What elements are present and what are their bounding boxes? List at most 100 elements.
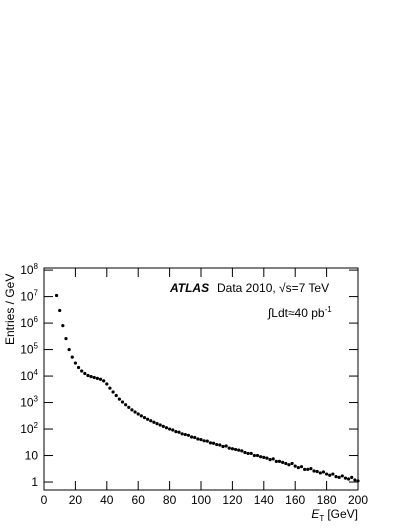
y-tick-label: 106	[20, 315, 38, 330]
data-point	[334, 475, 338, 479]
data-point	[146, 417, 150, 421]
data-point	[331, 472, 335, 476]
data-point	[215, 442, 219, 447]
data-point	[309, 467, 313, 471]
data-point	[177, 430, 181, 434]
data-point	[98, 377, 103, 381]
y-tick-label: 103	[20, 395, 38, 410]
data-point	[350, 475, 354, 479]
data-point	[168, 427, 172, 431]
data-point	[83, 371, 87, 376]
data-point	[284, 461, 288, 466]
data-point	[127, 405, 131, 409]
data-point	[149, 419, 153, 423]
data-point	[120, 400, 125, 404]
data-point	[274, 459, 278, 464]
data-point	[299, 465, 304, 469]
y-tick-label: 107	[20, 289, 38, 304]
data-point	[186, 433, 191, 437]
data-point	[89, 375, 93, 379]
experiment-label: ATLAS	[169, 281, 209, 295]
data-point	[67, 347, 71, 352]
data-point	[290, 461, 294, 466]
x-tick-label: 160	[285, 493, 305, 507]
luminosity-label: ∫Ldt≈40 pb-1	[267, 305, 332, 320]
y-tick-label: 108	[20, 262, 38, 277]
data-point	[196, 437, 200, 441]
y-tick-label: 102	[20, 421, 38, 436]
data-point	[315, 469, 319, 474]
x-tick-label: 0	[41, 493, 48, 507]
x-tick-label: 200	[348, 493, 368, 507]
x-tick-label: 120	[222, 493, 242, 507]
y-tick-exponent: 7	[34, 289, 39, 298]
data-point	[293, 464, 297, 468]
data-point	[337, 475, 341, 479]
data-point	[328, 473, 332, 477]
y-tick-base: 10	[20, 369, 34, 383]
data-point	[193, 435, 197, 440]
x-label-unit: [GeV]	[327, 507, 358, 521]
data-point	[208, 441, 213, 445]
data-point	[240, 449, 244, 453]
data-point	[139, 414, 143, 418]
y-tick-base: 10	[20, 396, 34, 410]
data-point	[255, 453, 260, 458]
data-point	[76, 365, 81, 370]
data-point	[183, 432, 187, 437]
plot-frame	[43, 267, 359, 491]
data-point	[237, 448, 241, 452]
data-point	[54, 293, 59, 298]
x-label-subscript: T	[319, 514, 324, 523]
data-point	[306, 467, 310, 471]
data-point	[164, 426, 169, 430]
data-point	[180, 432, 184, 436]
data-point	[70, 355, 74, 359]
data-point	[73, 361, 77, 365]
x-axis-label: ET [GeV]	[311, 507, 358, 523]
data-point	[92, 375, 96, 380]
data-point	[281, 460, 285, 465]
y-tick-exponent: 6	[34, 315, 39, 324]
y-tick-label: 1	[31, 475, 38, 489]
data-point	[356, 479, 360, 483]
data-point	[259, 455, 263, 459]
data-point	[130, 408, 134, 412]
data-point	[243, 450, 247, 455]
data-point	[262, 455, 266, 460]
x-tick-label: 140	[254, 493, 274, 507]
data-point	[136, 412, 140, 416]
data-point	[158, 423, 162, 427]
data-point	[321, 470, 326, 474]
data-point	[108, 386, 112, 390]
data-point	[277, 459, 282, 464]
data-point	[142, 416, 147, 420]
data-point	[353, 478, 357, 482]
data-point	[268, 458, 272, 462]
y-tick-exponent: 2	[34, 421, 39, 430]
data-point	[117, 397, 121, 401]
data-point	[271, 457, 275, 461]
data-point	[58, 308, 62, 313]
data-point	[171, 428, 175, 432]
y-tick-exponent: 3	[34, 395, 39, 404]
y-tick-base: 10	[20, 290, 34, 304]
data-point	[252, 453, 256, 458]
data-point	[152, 420, 156, 424]
x-tick-label: 80	[163, 493, 177, 507]
data-point	[111, 390, 115, 394]
data-point	[227, 446, 231, 450]
x-tick-label: 180	[317, 493, 337, 507]
y-tick-base: 10	[20, 422, 34, 436]
data-point	[86, 373, 90, 378]
y-tick-exponent: 4	[34, 368, 39, 377]
data-point	[296, 466, 300, 470]
data-point	[265, 456, 269, 460]
data-point	[325, 472, 329, 476]
luminosity-exponent: -1	[325, 305, 333, 314]
data-point	[133, 410, 137, 414]
y-tick-label: 10	[25, 449, 39, 463]
data-point	[221, 444, 225, 449]
y-tick-base: 10	[20, 343, 34, 357]
